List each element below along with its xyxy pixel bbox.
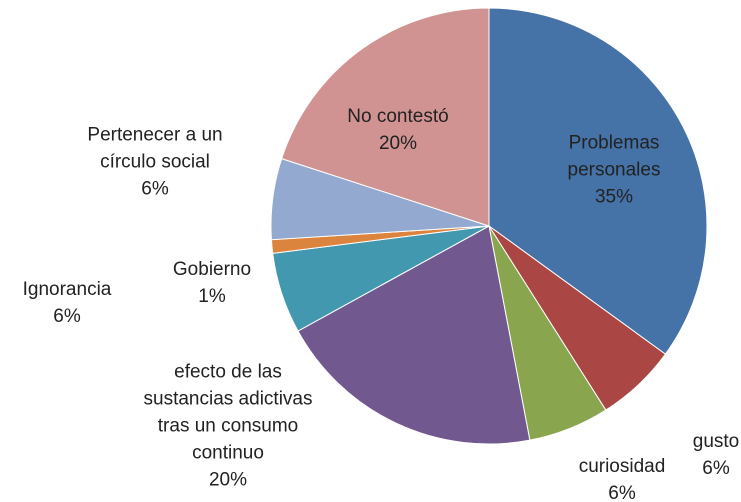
slice-label: Ignorancia 6% bbox=[7, 276, 127, 330]
value-label: 6% bbox=[608, 483, 636, 502]
slice-label: gusto 6% bbox=[676, 428, 741, 482]
category-name: Problemas personales bbox=[567, 132, 661, 181]
value-label: 35% bbox=[594, 186, 634, 208]
slice-label: No contestó 20% bbox=[328, 103, 468, 157]
category-name: No contestó bbox=[347, 106, 449, 127]
value-label: 6% bbox=[141, 178, 169, 200]
slice-label: Gobierno 1% bbox=[157, 256, 267, 310]
category-name: gusto bbox=[692, 431, 740, 452]
slice-label: curiosidad 6% bbox=[567, 453, 677, 502]
category-name: Pertenecer a un círculo social bbox=[87, 124, 223, 173]
category-name: Gobierno bbox=[172, 259, 252, 280]
slice-label: Problemas personales 35% bbox=[559, 130, 669, 211]
category-name: Ignorancia bbox=[22, 279, 112, 300]
category-name: curiosidad bbox=[578, 456, 666, 477]
slice-label: efecto de las sustancias adictivas tras … bbox=[131, 359, 326, 494]
value-label: 20% bbox=[378, 133, 418, 154]
value-label: 6% bbox=[702, 458, 730, 479]
category-name: efecto de las sustancias adictivas tras … bbox=[143, 361, 313, 464]
slice-label: Pertenecer a un círculo social 6% bbox=[68, 122, 243, 203]
value-label: 20% bbox=[208, 469, 248, 491]
value-label: 1% bbox=[198, 286, 226, 307]
value-label: 6% bbox=[53, 306, 81, 327]
pie-slice bbox=[297, 225, 531, 445]
pie-slice bbox=[488, 7, 708, 355]
pie-slice bbox=[281, 7, 490, 227]
